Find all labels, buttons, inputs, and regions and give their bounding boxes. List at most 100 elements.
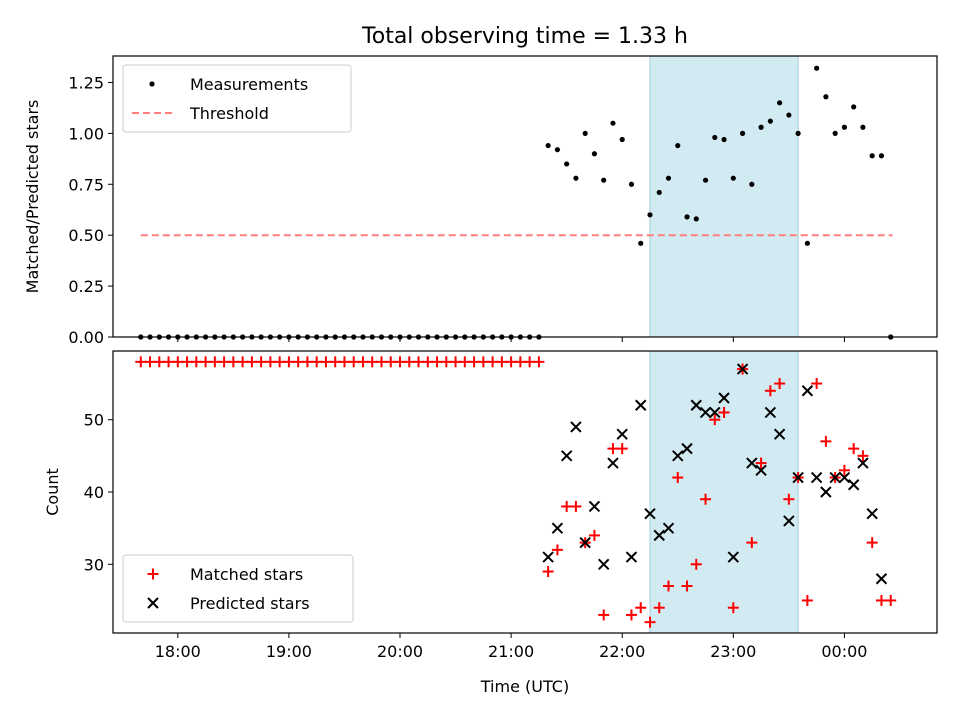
measurement-point (832, 130, 838, 136)
matched-star-marker (820, 435, 832, 447)
matched-star-marker (403, 356, 415, 368)
top-x-ticks (177, 337, 845, 342)
matched-star-marker (866, 537, 878, 549)
matched-star-marker (394, 356, 406, 368)
matched-star-marker (672, 472, 684, 484)
predicted-star-marker-b (597, 558, 610, 571)
predicted-star-marker-b (820, 486, 832, 498)
matched-legend-label: Matched stars (190, 565, 303, 584)
predicted-star-marker-b (672, 450, 684, 462)
matched-star-marker (616, 443, 628, 455)
measurement-point (564, 161, 570, 167)
top-y-ticks: 0.00 0.25 0.50 0.75 1.00 1.25 (68, 73, 113, 347)
matched-star-marker (746, 537, 758, 549)
predicted-star-marker (746, 457, 758, 469)
matched-star-marker (561, 500, 573, 512)
matched-star-marker (413, 356, 425, 368)
predicted-star-marker-b (810, 471, 823, 484)
matched-star-marker (607, 443, 619, 455)
matched-star-marker (163, 356, 175, 368)
bottom-y-tick-label: 50 (84, 411, 104, 430)
predicted-star-marker (681, 442, 693, 455)
measurement-point (804, 240, 810, 246)
matched-star-marker (209, 356, 221, 368)
measurement-point (628, 181, 635, 187)
predicted-star-marker (653, 529, 665, 542)
matched-star-marker (496, 356, 508, 368)
bottom-legend-box (122, 554, 354, 623)
matched-star-marker (635, 602, 647, 614)
matched-star-marker (468, 356, 480, 368)
bottom-y-axis-label: Count (43, 468, 62, 516)
predicted-star-marker (662, 522, 675, 534)
predicted-star-marker (792, 471, 804, 484)
measurement-point (702, 177, 709, 183)
bottom-legend: Matched stars Predicted stars (122, 554, 354, 623)
measurement-point (851, 104, 857, 110)
observing-span-rect (649, 55, 799, 338)
matched-star-marker (875, 594, 887, 606)
top-axes-frame (112, 55, 938, 338)
measurement-point (601, 177, 607, 183)
matched-star-marker (450, 356, 462, 368)
predicted-star-marker (588, 500, 601, 513)
predicted-legend-label: Predicted stars (190, 594, 310, 613)
measurement-point (878, 153, 885, 159)
matched-star-marker (718, 406, 730, 418)
matched-star-marker (690, 558, 702, 570)
x-axis-label: Time (UTC) (480, 677, 569, 696)
predicted-star-marker (727, 551, 740, 563)
measurements-legend-label: Measurements (190, 75, 308, 94)
predicted-star-marker (847, 479, 860, 491)
bottom-y-tick-label: 40 (84, 483, 104, 502)
measurement-point (573, 175, 579, 181)
predicted-star-marker (764, 406, 777, 419)
matched-star-marker (348, 356, 360, 368)
matched-star-marker (181, 356, 193, 368)
matched-star-marker (366, 356, 378, 368)
matched-star-marker (320, 356, 332, 368)
matched-star-marker (255, 356, 267, 368)
top-y-tick-label: 0.50 (68, 226, 104, 245)
matched-star-marker (218, 356, 230, 368)
predicted-star-marker (773, 428, 786, 440)
predicted-star-marker-b (847, 479, 860, 491)
predicted-star-marker (597, 558, 610, 571)
matched-star-marker (487, 356, 499, 368)
predicted-legend-marker (147, 597, 159, 609)
predicted-star-marker-b (829, 471, 841, 484)
predicted-star-marker (570, 421, 582, 433)
predicted-star-marker (755, 464, 767, 477)
matched-star-marker (431, 356, 443, 368)
measurement-point (638, 240, 644, 246)
predicted-star-marker-b (681, 442, 693, 455)
matched-star-marker (144, 356, 156, 368)
predicted-star-marker (875, 573, 888, 585)
matched-star-marker (551, 544, 563, 556)
matched-star-marker (783, 493, 795, 505)
matched-legend-marker (147, 568, 159, 580)
measurement-point (712, 134, 718, 141)
predicted-star-marker-b (625, 551, 638, 563)
predicted-star-marker (736, 363, 749, 375)
predicted-star-marker-b (616, 428, 628, 440)
matched-star-marker (505, 356, 517, 368)
measurement-point (777, 100, 783, 106)
measurement-point (841, 124, 848, 130)
measurement-point (758, 124, 764, 130)
matched-star-marker (440, 356, 452, 368)
measurement-point (554, 147, 561, 153)
predicted-star-marker (607, 457, 619, 469)
ratio-panel: 0.00 0.25 0.50 0.75 1.00 1.25 Matched/Predict… (23, 55, 938, 347)
measurement-point (767, 118, 773, 124)
predicted-star-marker-b (699, 406, 712, 419)
matched-star-marker (700, 493, 712, 505)
bottom-x-tick-label: 00:00 (821, 642, 867, 661)
top-y-tick-label: 0.00 (68, 328, 104, 347)
top-y-tick-label: 0.25 (68, 277, 104, 296)
predicted-star-marker-b (653, 529, 665, 542)
measurement-point (693, 216, 699, 222)
measurement-point (582, 130, 588, 136)
bottom-x-tick-label: 21:00 (488, 642, 534, 661)
